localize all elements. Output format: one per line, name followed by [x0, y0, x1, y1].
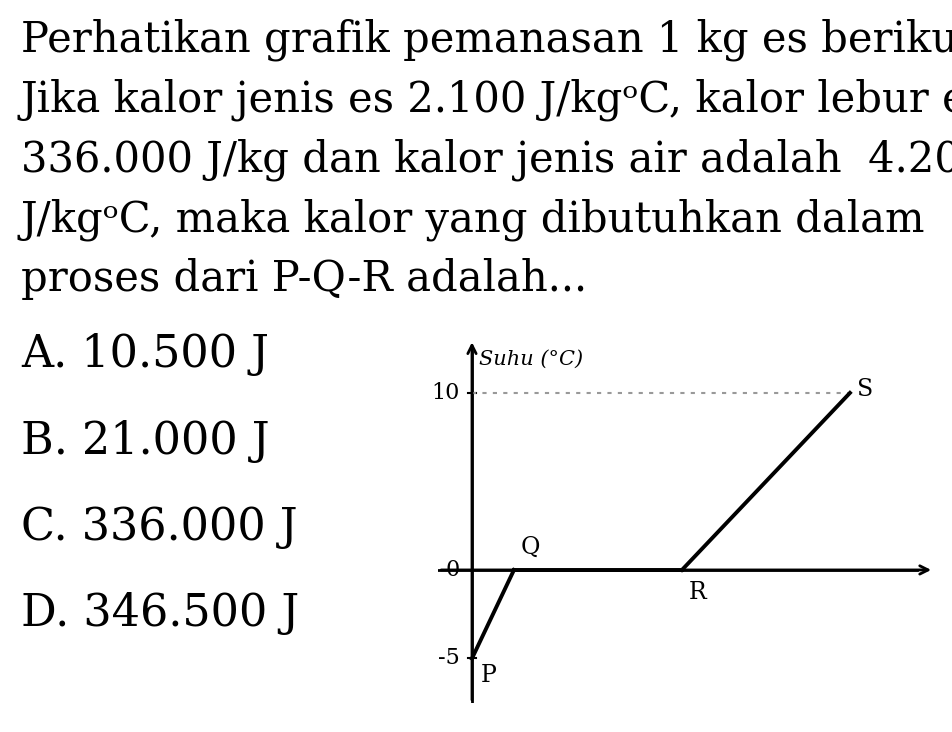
Text: P: P [480, 664, 496, 687]
Text: 336.000 J/kg dan kalor jenis air adalah  4.200: 336.000 J/kg dan kalor jenis air adalah … [21, 138, 952, 181]
Text: Jika kalor jenis es 2.100 J/kgᵒC, kalor lebur es: Jika kalor jenis es 2.100 J/kgᵒC, kalor … [21, 78, 952, 121]
Text: -5: -5 [437, 648, 459, 670]
Text: D. 346.500 J: D. 346.500 J [21, 592, 299, 635]
Text: Suhu (°C): Suhu (°C) [478, 349, 583, 368]
Text: J/kgᵒC, maka kalor yang dibutuhkan dalam: J/kgᵒC, maka kalor yang dibutuhkan dalam [21, 198, 924, 241]
Text: Q: Q [520, 537, 540, 559]
Text: Perhatikan grafik pemanasan 1 kg es berikut ini!: Perhatikan grafik pemanasan 1 kg es beri… [21, 18, 952, 61]
Text: A. 10.500 J: A. 10.500 J [21, 333, 268, 376]
Text: 0: 0 [445, 559, 459, 581]
Text: B. 21.000 J: B. 21.000 J [21, 419, 269, 463]
Text: C. 336.000 J: C. 336.000 J [21, 506, 297, 549]
Text: 10: 10 [430, 382, 459, 404]
Text: proses dari P-Q-R adalah...: proses dari P-Q-R adalah... [21, 258, 586, 300]
Text: S: S [856, 378, 872, 401]
Text: R: R [688, 580, 705, 604]
